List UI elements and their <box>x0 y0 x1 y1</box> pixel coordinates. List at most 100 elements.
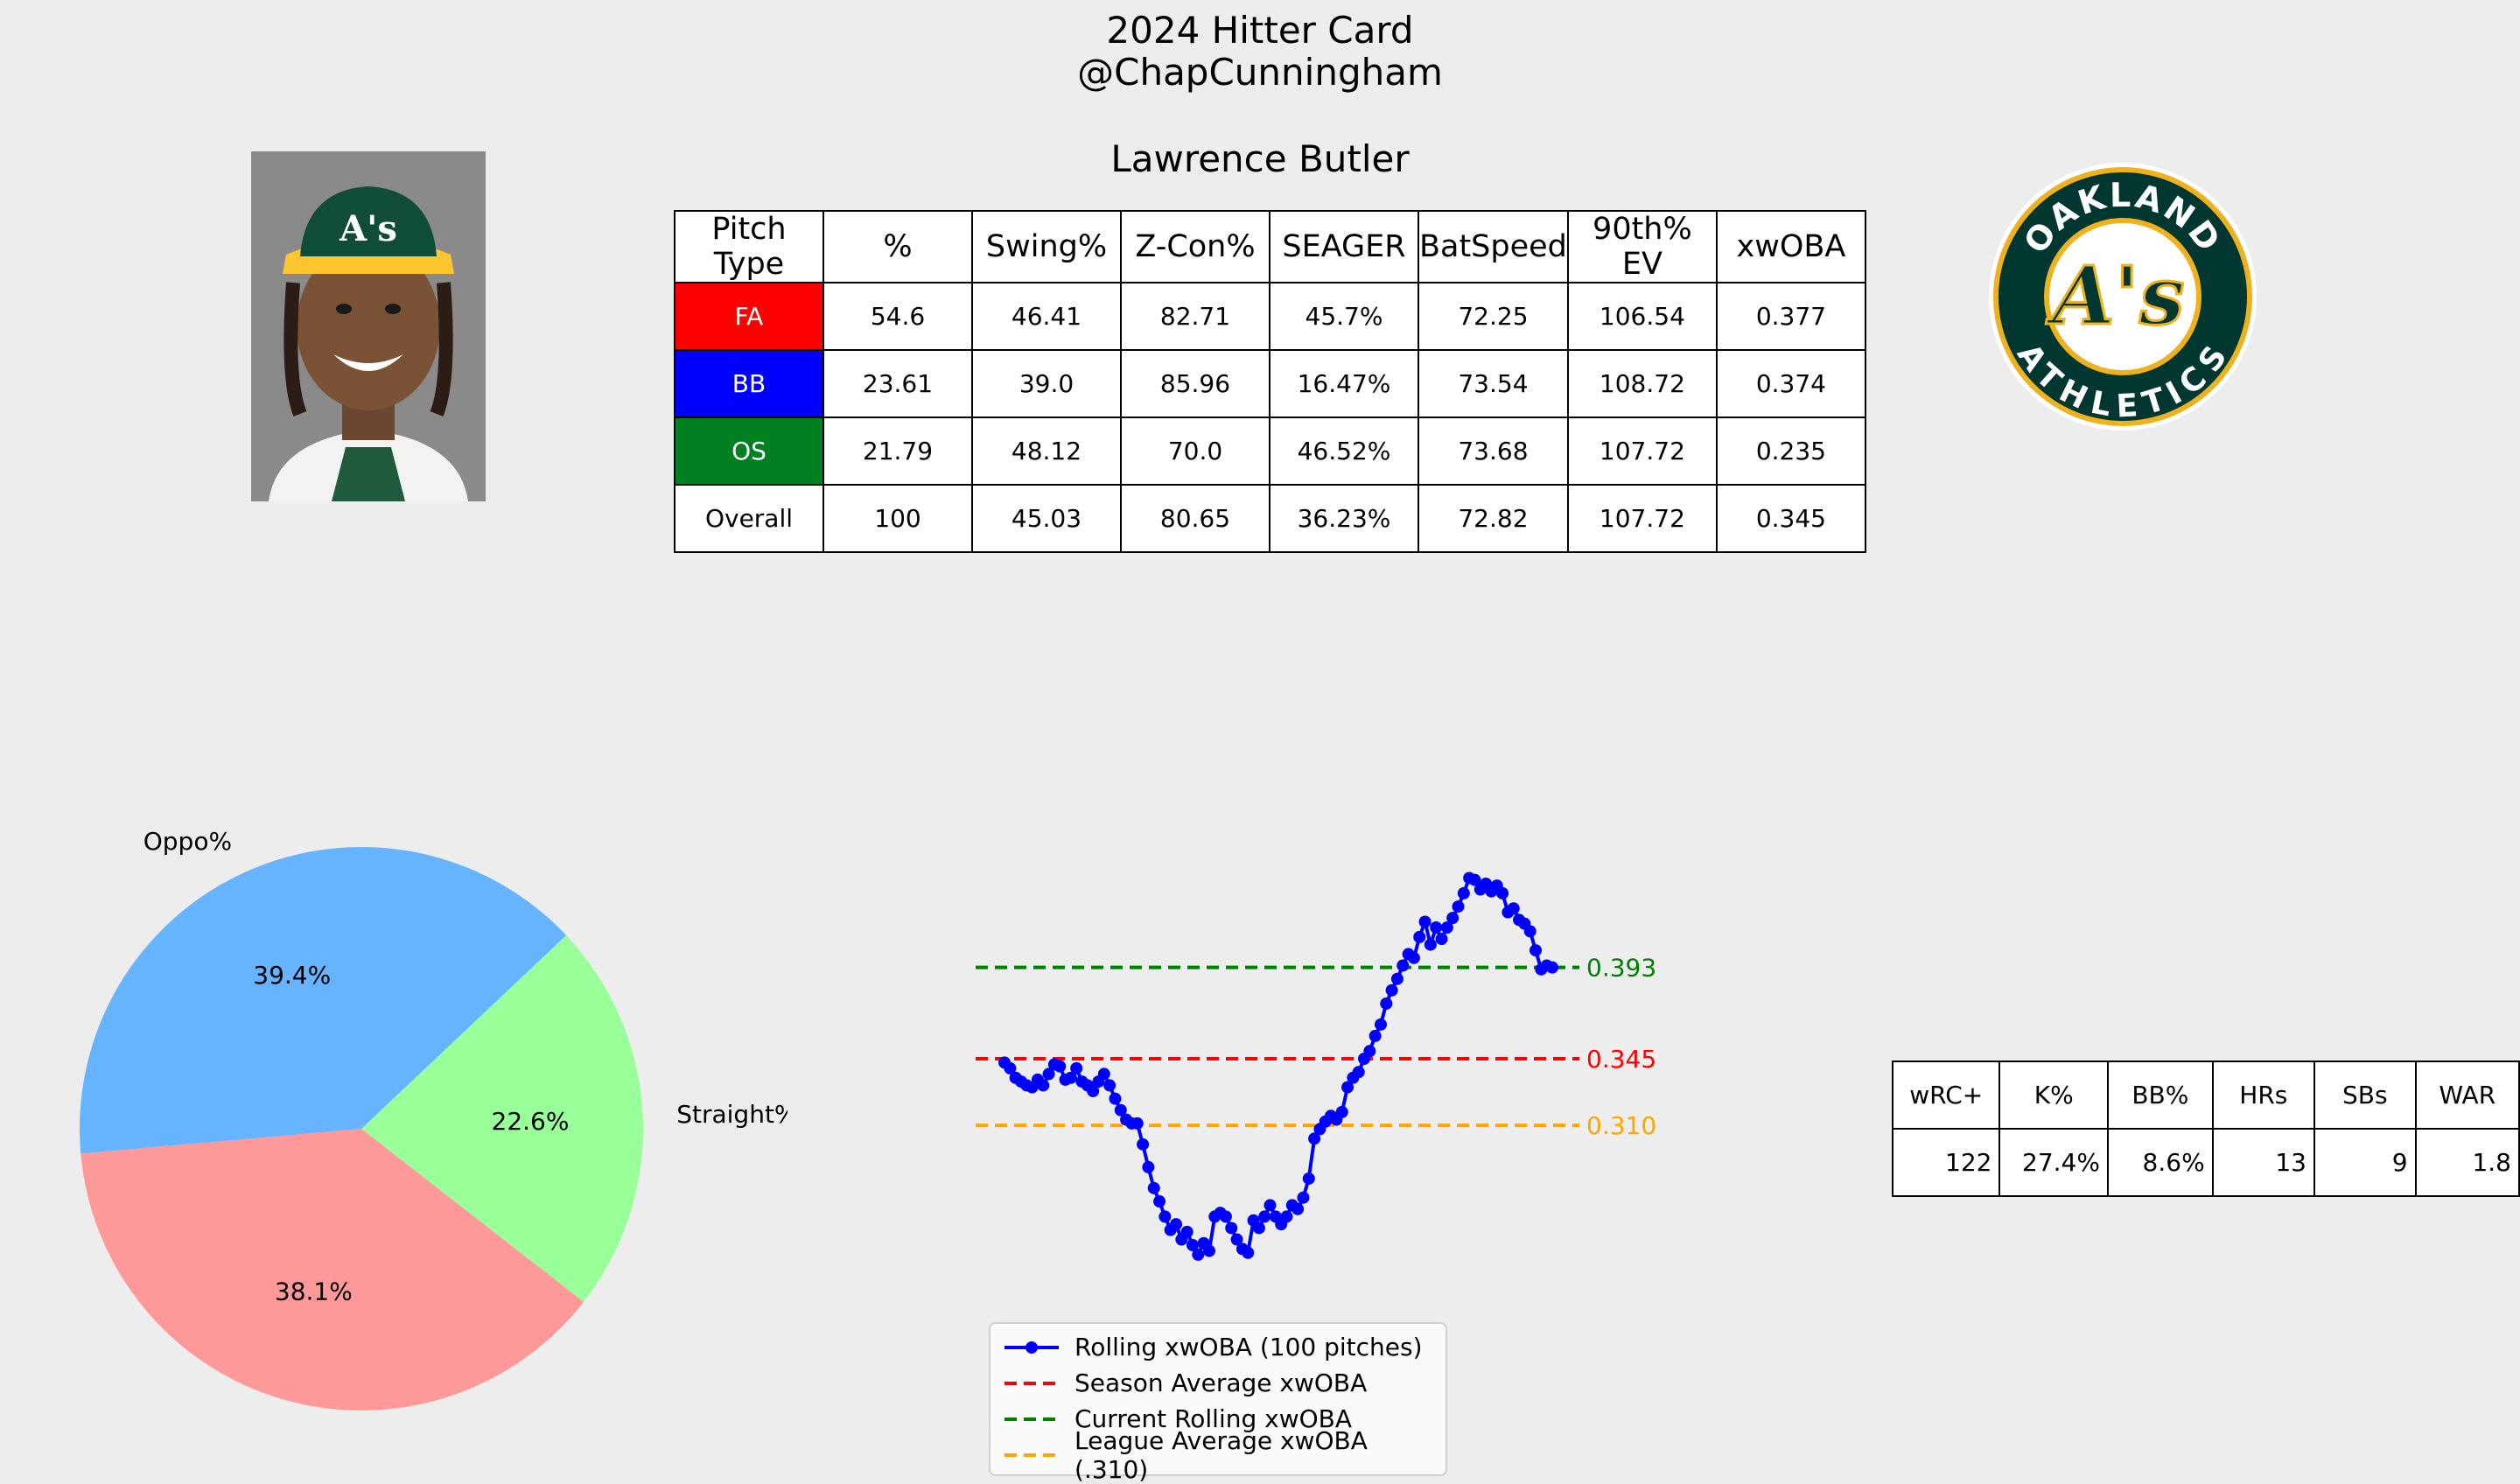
table-cell: 80.65 <box>1121 485 1270 552</box>
table-cell: 107.72 <box>1568 417 1717 485</box>
header-cell: 90th% EV <box>1568 211 1717 283</box>
table-row: FA 54.6 46.41 82.71 45.7% 72.25 106.54 0… <box>675 283 1866 350</box>
table-cell: 39.0 <box>972 350 1121 417</box>
rolling-xwoba-point <box>1192 1249 1204 1261</box>
rolling-xwoba-point <box>1148 1182 1160 1194</box>
rolling-xwoba-point <box>1297 1192 1309 1204</box>
table-cell: 107.72 <box>1568 485 1717 552</box>
table-cell: 73.68 <box>1418 417 1568 485</box>
stat-cell: 9 <box>2314 1129 2416 1196</box>
header-cell: Pitch Type <box>675 211 823 283</box>
author-handle: @ChapCunningham <box>0 51 2520 94</box>
season-stats-table: wRC+ K% BB% HRs SBs WAR 122 27.4% 8.6% 1… <box>1892 1060 2520 1197</box>
spray-pie-chart: 38.1%Pull%22.6%Straight%39.4%Oppo% <box>0 788 788 1418</box>
table-cell: 82.71 <box>1121 283 1270 350</box>
rolling-xwoba-point <box>1430 921 1442 934</box>
rolling-xwoba-point <box>1153 1195 1166 1208</box>
table-row: OS 21.79 48.12 70.0 46.52% 73.68 107.72 … <box>675 417 1866 485</box>
rolling-xwoba-point <box>1131 1117 1144 1130</box>
pie-category-label: Straight% <box>676 1100 788 1129</box>
rolling-xwoba-point <box>1203 1245 1215 1257</box>
rolling-xwoba-point <box>1137 1138 1149 1151</box>
table-cell: 45.7% <box>1270 283 1418 350</box>
rolling-xwoba-point <box>1098 1068 1110 1080</box>
table-row: BB 23.61 39.0 85.96 16.47% 73.54 108.72 … <box>675 350 1866 417</box>
stat-cell: 27.4% <box>1999 1129 2108 1196</box>
table-cell: 85.96 <box>1121 350 1270 417</box>
legend-label: Season Average xwOBA <box>1074 1368 1367 1397</box>
legend-marker-league <box>1003 1446 1060 1464</box>
header-cell: xwOBA <box>1717 211 1866 283</box>
stats-value-row: 122 27.4% 8.6% 13 9 1.8 <box>1893 1129 2519 1196</box>
card-title: 2024 Hitter Card <box>0 9 2520 52</box>
table-cell: 36.23% <box>1270 485 1418 552</box>
rolling-xwoba-point <box>1181 1226 1194 1238</box>
rolling-xwoba-point <box>1452 900 1465 913</box>
table-cell: 0.377 <box>1717 283 1866 350</box>
table-cell: 0.345 <box>1717 485 1866 552</box>
table-cell: 46.41 <box>972 283 1121 350</box>
rolling-xwoba-point <box>1391 973 1404 985</box>
rolling-xwoba-point <box>1242 1247 1254 1259</box>
legend-item-league: League Average xwOBA (.310) <box>1003 1437 1433 1473</box>
rolling-xwoba-point <box>1109 1093 1121 1105</box>
reference-line-label: 0.345 <box>1586 1045 1656 1074</box>
rolling-xwoba-point <box>1170 1218 1182 1230</box>
rolling-xwoba-line <box>1004 878 1552 1254</box>
rolling-xwoba-point <box>1375 1018 1387 1031</box>
rolling-xwoba-point <box>1386 984 1398 997</box>
rolling-xwoba-point <box>1336 1106 1348 1118</box>
table-cell: 72.25 <box>1418 283 1568 350</box>
header-cell: SBs <box>2314 1061 2416 1129</box>
rolling-xwoba-point <box>1496 887 1508 900</box>
pitch-type-table: Pitch Type % Swing% Z-Con% SEAGER BatSpe… <box>674 210 1866 553</box>
pie-percent-label: 22.6% <box>492 1107 570 1136</box>
rolling-xwoba-point <box>1253 1222 1265 1234</box>
rolling-xwoba-point <box>1353 1066 1365 1078</box>
rolling-xwoba-point <box>1419 915 1432 928</box>
rolling-xwoba-point <box>1264 1199 1277 1211</box>
rolling-xwoba-point <box>1142 1161 1154 1173</box>
table-cell: 21.79 <box>823 417 972 485</box>
header-cell: BatSpeed <box>1418 211 1568 283</box>
reference-line-label: 0.310 <box>1586 1111 1656 1140</box>
table-cell: 106.54 <box>1568 283 1717 350</box>
stat-cell: 122 <box>1893 1129 1999 1196</box>
table-cell: 16.47% <box>1270 350 1418 417</box>
rolling-xwoba-point <box>1380 998 1392 1010</box>
legend-marker-rolling <box>1003 1339 1060 1356</box>
rolling-xwoba-point <box>1436 933 1448 945</box>
rolling-xwoba-point <box>1508 902 1520 914</box>
rolling-xwoba-point <box>1258 1210 1270 1222</box>
rolling-xwoba-point <box>1396 959 1409 971</box>
legend-item-rolling: Rolling xwOBA (100 pitches) <box>1003 1329 1433 1365</box>
pitch-type-cell: FA <box>675 283 823 350</box>
table-cell: 108.72 <box>1568 350 1717 417</box>
header-cell: % <box>823 211 972 283</box>
pitch-type-cell: BB <box>675 350 823 417</box>
legend-marker-season <box>1003 1375 1060 1392</box>
header-cell: BB% <box>2108 1061 2213 1129</box>
table-cell: 45.03 <box>972 485 1121 552</box>
stat-cell: 8.6% <box>2108 1129 2213 1196</box>
rolling-xwoba-point <box>1408 952 1420 964</box>
header-cell: wRC+ <box>1893 1061 1999 1129</box>
rolling-xwoba-point <box>1037 1079 1049 1091</box>
rolling-xwoba-point <box>1413 931 1425 943</box>
header-cell: Z-Con% <box>1121 211 1270 283</box>
stats-header-row: wRC+ K% BB% HRs SBs WAR <box>1893 1061 2519 1129</box>
svg-text:A's: A's <box>339 208 397 249</box>
legend-label: Rolling xwOBA (100 pitches) <box>1074 1333 1423 1362</box>
rolling-xwoba-point <box>1546 962 1558 974</box>
rolling-xwoba-point <box>1220 1210 1232 1222</box>
table-cell: 48.12 <box>972 417 1121 485</box>
pitch-type-cell: Overall <box>675 485 823 552</box>
table-cell: 70.0 <box>1121 417 1270 485</box>
legend-marker-current <box>1003 1410 1060 1428</box>
logo-mark: A's <box>2045 248 2184 343</box>
header-cell: Swing% <box>972 211 1121 283</box>
rolling-xwoba-point <box>1158 1210 1171 1222</box>
rolling-xwoba-point <box>1424 939 1437 951</box>
table-row: Overall 100 45.03 80.65 36.23% 72.82 107… <box>675 485 1866 552</box>
